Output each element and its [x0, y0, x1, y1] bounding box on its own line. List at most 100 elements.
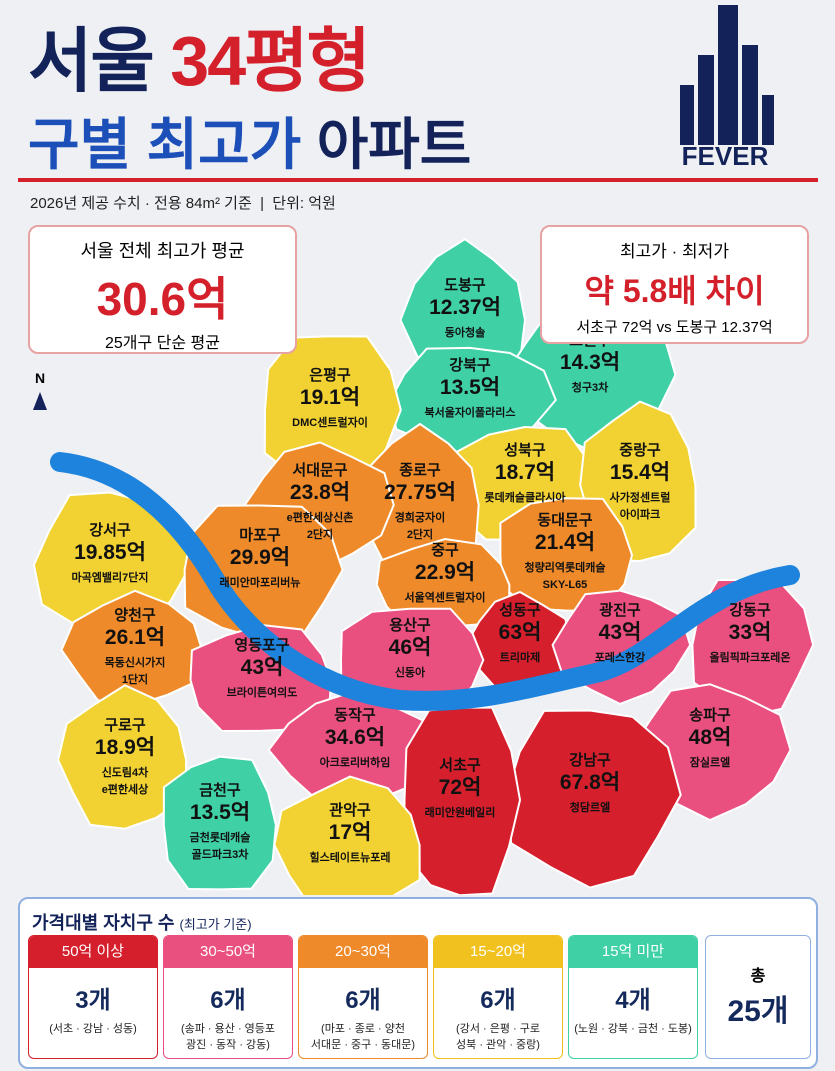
district-name: 마포구 — [239, 527, 281, 544]
district-apt: SKY-L65 — [543, 579, 588, 591]
district-price: 27.75억 — [384, 481, 456, 504]
rule — [18, 178, 818, 182]
district-name: 광진구 — [599, 601, 641, 619]
district-price: 12.37억 — [429, 296, 501, 319]
district-apt: 경희궁자이 — [395, 510, 446, 524]
district-price: 29.9억 — [230, 546, 290, 569]
title-a: 서울 — [28, 22, 155, 100]
tier-label: 15~20억 — [434, 936, 562, 968]
legend-title: 가격대별 자치구 수 — [32, 913, 175, 933]
district-price: 72억 — [439, 776, 482, 799]
district-name: 서초구 — [439, 757, 481, 774]
district-price: 46억 — [389, 636, 432, 659]
district-apt: e편한세상신촌 — [287, 510, 354, 524]
district-price: 14.3억 — [560, 351, 620, 374]
subtitle-b: 아파트 — [316, 113, 472, 176]
tier-members: (노원 · 강북 · 금천 · 도봉) — [574, 1023, 692, 1035]
district-area — [60, 589, 204, 707]
district-apt: 금천롯데캐슬 — [190, 830, 251, 844]
district-name: 양천구 — [114, 606, 156, 624]
district-name: 송파구 — [689, 707, 731, 724]
district-price: 43억 — [599, 621, 642, 644]
district-price: 48억 — [689, 726, 732, 749]
district-price: 63억 — [499, 621, 542, 644]
district-apt: 포레스한강 — [595, 650, 646, 664]
district-price: 23.8억 — [290, 481, 350, 504]
district-apt: 사가정센트럴 — [610, 490, 671, 504]
district-apt: 목동신시가지 — [105, 655, 166, 669]
tier-count: 6개 — [480, 987, 516, 1014]
district-name: 용산구 — [389, 617, 431, 634]
district-name: 동작구 — [334, 706, 376, 724]
district-name: 중랑구 — [619, 441, 661, 459]
district-apt: 청구3차 — [572, 380, 609, 394]
district-price: 43억 — [241, 656, 284, 679]
district-name: 강서구 — [89, 521, 131, 539]
tier-members: (서초 · 강남 · 성동) — [49, 1023, 137, 1035]
district-price: 19.85억 — [74, 541, 146, 564]
tier-members: (송파 · 용산 · 영등포 광진 · 동작 · 강동) — [180, 1023, 276, 1051]
avg-box: 서울 전체 최고가 평균 30.6억 25개구 단순 평균 — [28, 225, 297, 354]
district-name: 중구 — [431, 542, 459, 559]
district-apt: 청량리역롯데캐슬 — [525, 560, 606, 574]
district-price: 34.6억 — [325, 726, 385, 749]
total-label: 총 — [750, 968, 766, 985]
district-name: 도봉구 — [444, 277, 486, 294]
district-apt: 마곡엠밸리7단지 — [72, 570, 149, 584]
subtitle-a: 구별 최고가 — [28, 113, 302, 176]
district-name: 동대문구 — [537, 512, 592, 529]
tier-count: 3개 — [75, 987, 111, 1014]
district-price: 19.1억 — [300, 386, 360, 409]
district-price: 13.5억 — [440, 376, 500, 399]
tier-count: 6개 — [210, 987, 246, 1014]
district-name: 강동구 — [729, 601, 771, 619]
tier-label: 20~30억 — [299, 936, 427, 968]
tier-card: 15~20억 6개 (강서 · 은평 · 구로 성북 · 관악 · 중랑) — [433, 935, 563, 1059]
compass: N — [35, 370, 45, 386]
district-price: 18.7억 — [495, 461, 555, 484]
district-price: 67.8억 — [560, 771, 620, 794]
district-apt: 롯데캐슬클라시아 — [485, 490, 567, 504]
district-area — [273, 775, 421, 895]
district-apt: 올림픽파크포레온 — [710, 650, 791, 664]
district-area — [505, 709, 682, 889]
total-card: 총 25개 — [705, 935, 811, 1059]
district-name: 성북구 — [504, 441, 546, 459]
note: 2026년 제공 수치 · 전용 84m² 기준 | 단위: 억원 — [30, 195, 336, 212]
district-apt: 신도림4차 — [102, 765, 149, 779]
tier-members: (강서 · 은평 · 구로 성북 · 관악 · 중랑) — [456, 1023, 540, 1051]
logo: FEVER — [680, 5, 774, 171]
avg-note: 25개구 단순 평균 — [104, 335, 220, 352]
district-price: 22.9억 — [415, 561, 475, 584]
district-apt: 래미안마포리버뉴 — [220, 575, 301, 589]
district-name: 은평구 — [309, 366, 351, 384]
district-apt: 서울역센트럴자이 — [405, 590, 486, 604]
district-apt: 트리마제 — [500, 650, 540, 664]
district-price: 15.4억 — [610, 461, 670, 484]
district-name: 강북구 — [449, 356, 491, 374]
district-name: 관악구 — [329, 801, 371, 819]
district-price: 18.9억 — [95, 736, 155, 759]
district-price: 17억 — [329, 821, 372, 844]
tier-card: 30~50억 6개 (송파 · 용산 · 영등포 광진 · 동작 · 강동) — [163, 935, 293, 1059]
district-apt: DMC센트럴자이 — [292, 415, 368, 429]
district-price: 21.4억 — [535, 531, 595, 554]
district-name: 서대문구 — [292, 462, 347, 479]
tier-card: 15억 미만 4개 (노원 · 강북 · 금천 · 도봉) — [568, 935, 698, 1059]
tier-label: 50억 이상 — [29, 936, 157, 968]
district-name: 구로구 — [104, 717, 146, 734]
tier-count: 6개 — [345, 987, 381, 1014]
district-apt: 신동아 — [395, 665, 426, 679]
subtitle: 구별 최고가 아파트 — [28, 100, 471, 181]
district-apt: 1단지 — [122, 672, 148, 686]
district-apt: 잠실르엘 — [690, 755, 730, 769]
legend-note: (최고가 기준) — [179, 917, 252, 932]
tier-count: 4개 — [615, 987, 651, 1014]
district-apt: 동아청솔 — [445, 325, 485, 339]
district-apt: 힐스테이트뉴포레 — [310, 850, 391, 864]
tier-card: 20~30억 6개 (마포 · 종로 · 양천 서대문 · 중구 · 동대문) — [298, 935, 428, 1059]
district-apt: 2단지 — [307, 527, 333, 541]
map: N 도봉구12.37억동아청솔노원구14.3억청구3차강북구13.5억북서울자이… — [32, 237, 815, 895]
compass-arrow — [33, 392, 47, 410]
ratio-note: 서초구 72억 vs 도봉구 12.37억 — [576, 319, 773, 336]
